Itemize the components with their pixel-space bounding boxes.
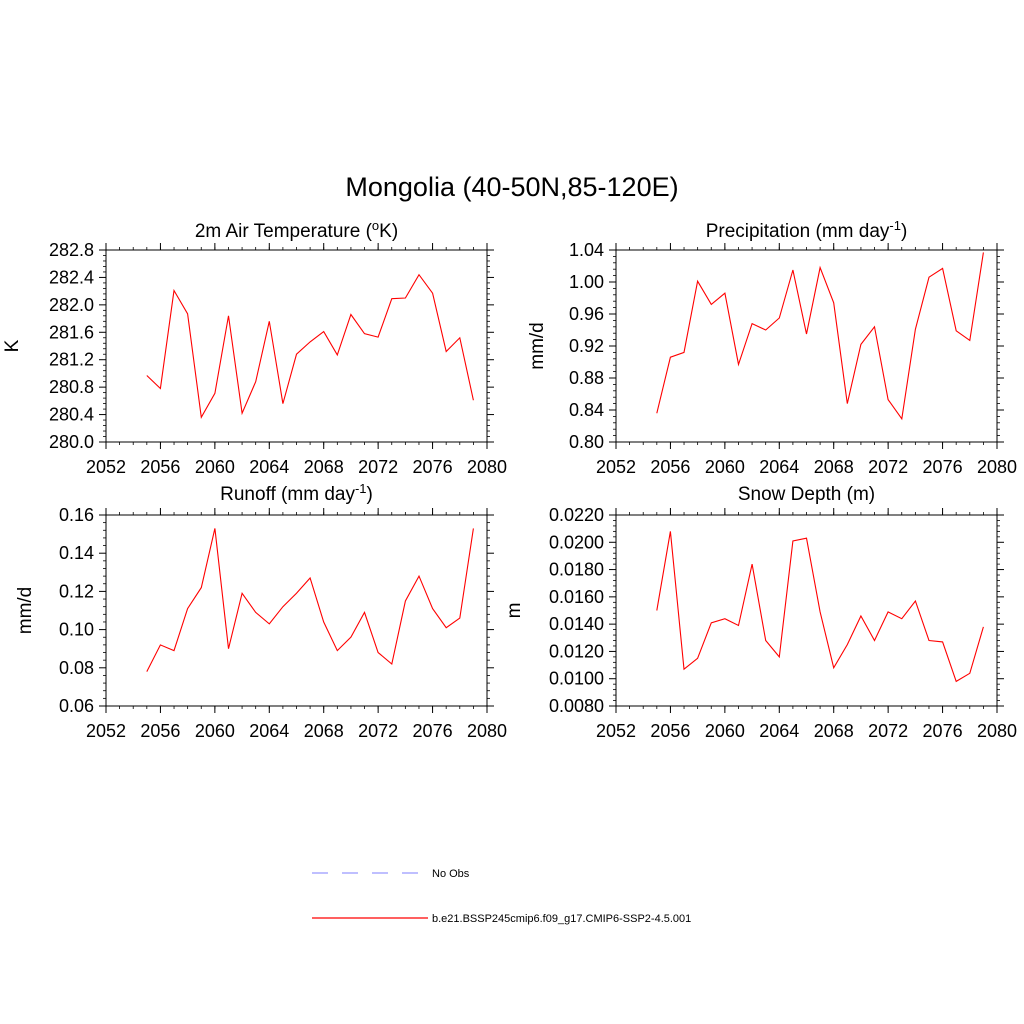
snow-depth-x-tick-label: 2076 — [923, 721, 963, 741]
precipitation-x-tick-label: 2068 — [814, 457, 854, 477]
precipitation-y-tick-label: 1.04 — [569, 240, 604, 260]
air-temperature-y-tick-label: 280.4 — [49, 405, 94, 425]
air-temperature-y-tick-label: 281.6 — [49, 322, 94, 342]
air-temperature-x-tick-label: 2080 — [467, 457, 507, 477]
precipitation-x-tick-label: 2076 — [923, 457, 963, 477]
precipitation-plot-frame — [615, 249, 998, 443]
snow-depth-y-tick-label: 0.0080 — [549, 696, 604, 716]
air-temperature-y-tick-label: 282.8 — [49, 240, 94, 260]
air-temperature-series-line — [146, 273, 474, 419]
figure-title: Mongolia (40-50N,85-120E) — [345, 172, 678, 202]
snow-depth-x-tick-label: 2056 — [650, 721, 690, 741]
air-temperature-panel-title: 2m Air Temperature (oK) — [195, 218, 398, 242]
runoff-x-tick-label: 2080 — [467, 721, 507, 741]
precipitation-series-line — [656, 252, 984, 421]
panel-precipitation: 2052 2056 2060 2064 2068 2072 2076 2080 0.80 0.84… — [527, 218, 1017, 477]
runoff-x-tick-label: 2076 — [413, 721, 453, 741]
air-temperature-x-tick-label: 2072 — [358, 457, 398, 477]
precipitation-x-tick-label: 2072 — [868, 457, 908, 477]
air-temperature-y-axis-label: K — [2, 339, 23, 352]
snow-depth-panel-title: Snow Depth (m) — [738, 484, 875, 505]
runoff-y-axis-label: mm/d — [15, 587, 36, 635]
precipitation-y-tick-label: 0.96 — [569, 304, 604, 324]
runoff-x-tick-label: 2060 — [195, 721, 235, 741]
snow-depth-y-tick-label: 0.0220 — [549, 505, 604, 525]
snow-depth-series-line — [656, 531, 984, 683]
runoff-y-tick-label: 0.12 — [59, 581, 94, 601]
runoff-series-line — [146, 528, 474, 672]
snow-depth-x-tick-label: 2068 — [814, 721, 854, 741]
air-temperature-y-tick-label: 280.8 — [49, 377, 94, 397]
precipitation-y-tick-label: 0.92 — [569, 336, 604, 356]
runoff-y-tick-label: 0.06 — [59, 696, 94, 716]
runoff-y-tick-label: 0.16 — [59, 505, 94, 525]
precipitation-x-tick-label: 2080 — [977, 457, 1017, 477]
air-temperature-x-tick-label: 2068 — [304, 457, 344, 477]
air-temperature-y-tick-label: 281.2 — [49, 350, 94, 370]
runoff-y-tick-label: 0.08 — [59, 658, 94, 678]
legend-label-no-obs: No Obs — [432, 868, 470, 880]
panel-air-temperature: 2052 2056 2060 2064 2068 2072 2076 2080 280.0 280… — [2, 218, 507, 477]
precipitation-y-tick-label: 0.88 — [569, 368, 604, 388]
runoff-x-tick-label: 2072 — [358, 721, 398, 741]
legend: No Obs b.e21.BSSP245cmip6.f09_g17.CMIP6-… — [312, 868, 691, 925]
air-temperature-y-tick-label: 282.4 — [49, 267, 94, 287]
runoff-x-tick-label: 2056 — [140, 721, 180, 741]
snow-depth-y-tick-label: 0.0180 — [549, 560, 604, 580]
air-temperature-x-tick-label: 2060 — [195, 457, 235, 477]
snow-depth-x-tick-label: 2052 — [596, 721, 636, 741]
snow-depth-y-tick-label: 0.0160 — [549, 587, 604, 607]
panel-snow-depth: 2052 2056 2060 2064 2068 2072 2076 2080 0.0080 0.… — [504, 484, 1017, 741]
precipitation-y-tick-label: 1.00 — [569, 272, 604, 292]
air-temperature-plot-frame — [105, 249, 488, 443]
precipitation-x-tick-label: 2052 — [596, 457, 636, 477]
runoff-plot-frame — [105, 514, 488, 707]
snow-depth-x-tick-label: 2072 — [868, 721, 908, 741]
snow-depth-x-tick-label: 2080 — [977, 721, 1017, 741]
precipitation-panel-title: Precipitation (mm day-1) — [706, 218, 908, 242]
panel-runoff: 2052 2056 2060 2064 2068 2072 2076 2080 0.06 0.08… — [15, 481, 507, 741]
air-temperature-x-tick-label: 2064 — [249, 457, 289, 477]
precipitation-y-axis-label: mm/d — [527, 322, 548, 370]
precipitation-x-tick-label: 2056 — [650, 457, 690, 477]
snow-depth-x-tick-label: 2060 — [705, 721, 745, 741]
snow-depth-y-tick-label: 0.0120 — [549, 641, 604, 661]
runoff-y-tick-label: 0.14 — [59, 543, 94, 563]
air-temperature-y-tick-label: 282.0 — [49, 295, 94, 315]
runoff-y-tick-label: 0.10 — [59, 620, 94, 640]
snow-depth-y-tick-label: 0.0140 — [549, 614, 604, 634]
runoff-x-tick-label: 2068 — [304, 721, 344, 741]
air-temperature-x-tick-label: 2052 — [86, 457, 126, 477]
runoff-x-tick-label: 2064 — [249, 721, 289, 741]
air-temperature-x-tick-label: 2056 — [140, 457, 180, 477]
precipitation-x-tick-label: 2060 — [705, 457, 745, 477]
snow-depth-x-tick-label: 2064 — [759, 721, 799, 741]
snow-depth-y-tick-label: 0.0100 — [549, 669, 604, 689]
runoff-x-tick-label: 2052 — [86, 721, 126, 741]
runoff-panel-title: Runoff (mm day-1) — [220, 481, 373, 505]
snow-depth-plot-frame — [615, 514, 998, 707]
snow-depth-y-axis-label: m — [504, 603, 525, 619]
legend-label-model: b.e21.BSSP245cmip6.f09_g17.CMIP6-SSP2-4.… — [432, 913, 691, 925]
precipitation-y-tick-label: 0.84 — [569, 400, 604, 420]
air-temperature-y-tick-label: 280.0 — [49, 432, 94, 452]
precipitation-x-tick-label: 2064 — [759, 457, 799, 477]
air-temperature-x-tick-label: 2076 — [413, 457, 453, 477]
snow-depth-y-tick-label: 0.0200 — [549, 532, 604, 552]
precipitation-y-tick-label: 0.80 — [569, 432, 604, 452]
